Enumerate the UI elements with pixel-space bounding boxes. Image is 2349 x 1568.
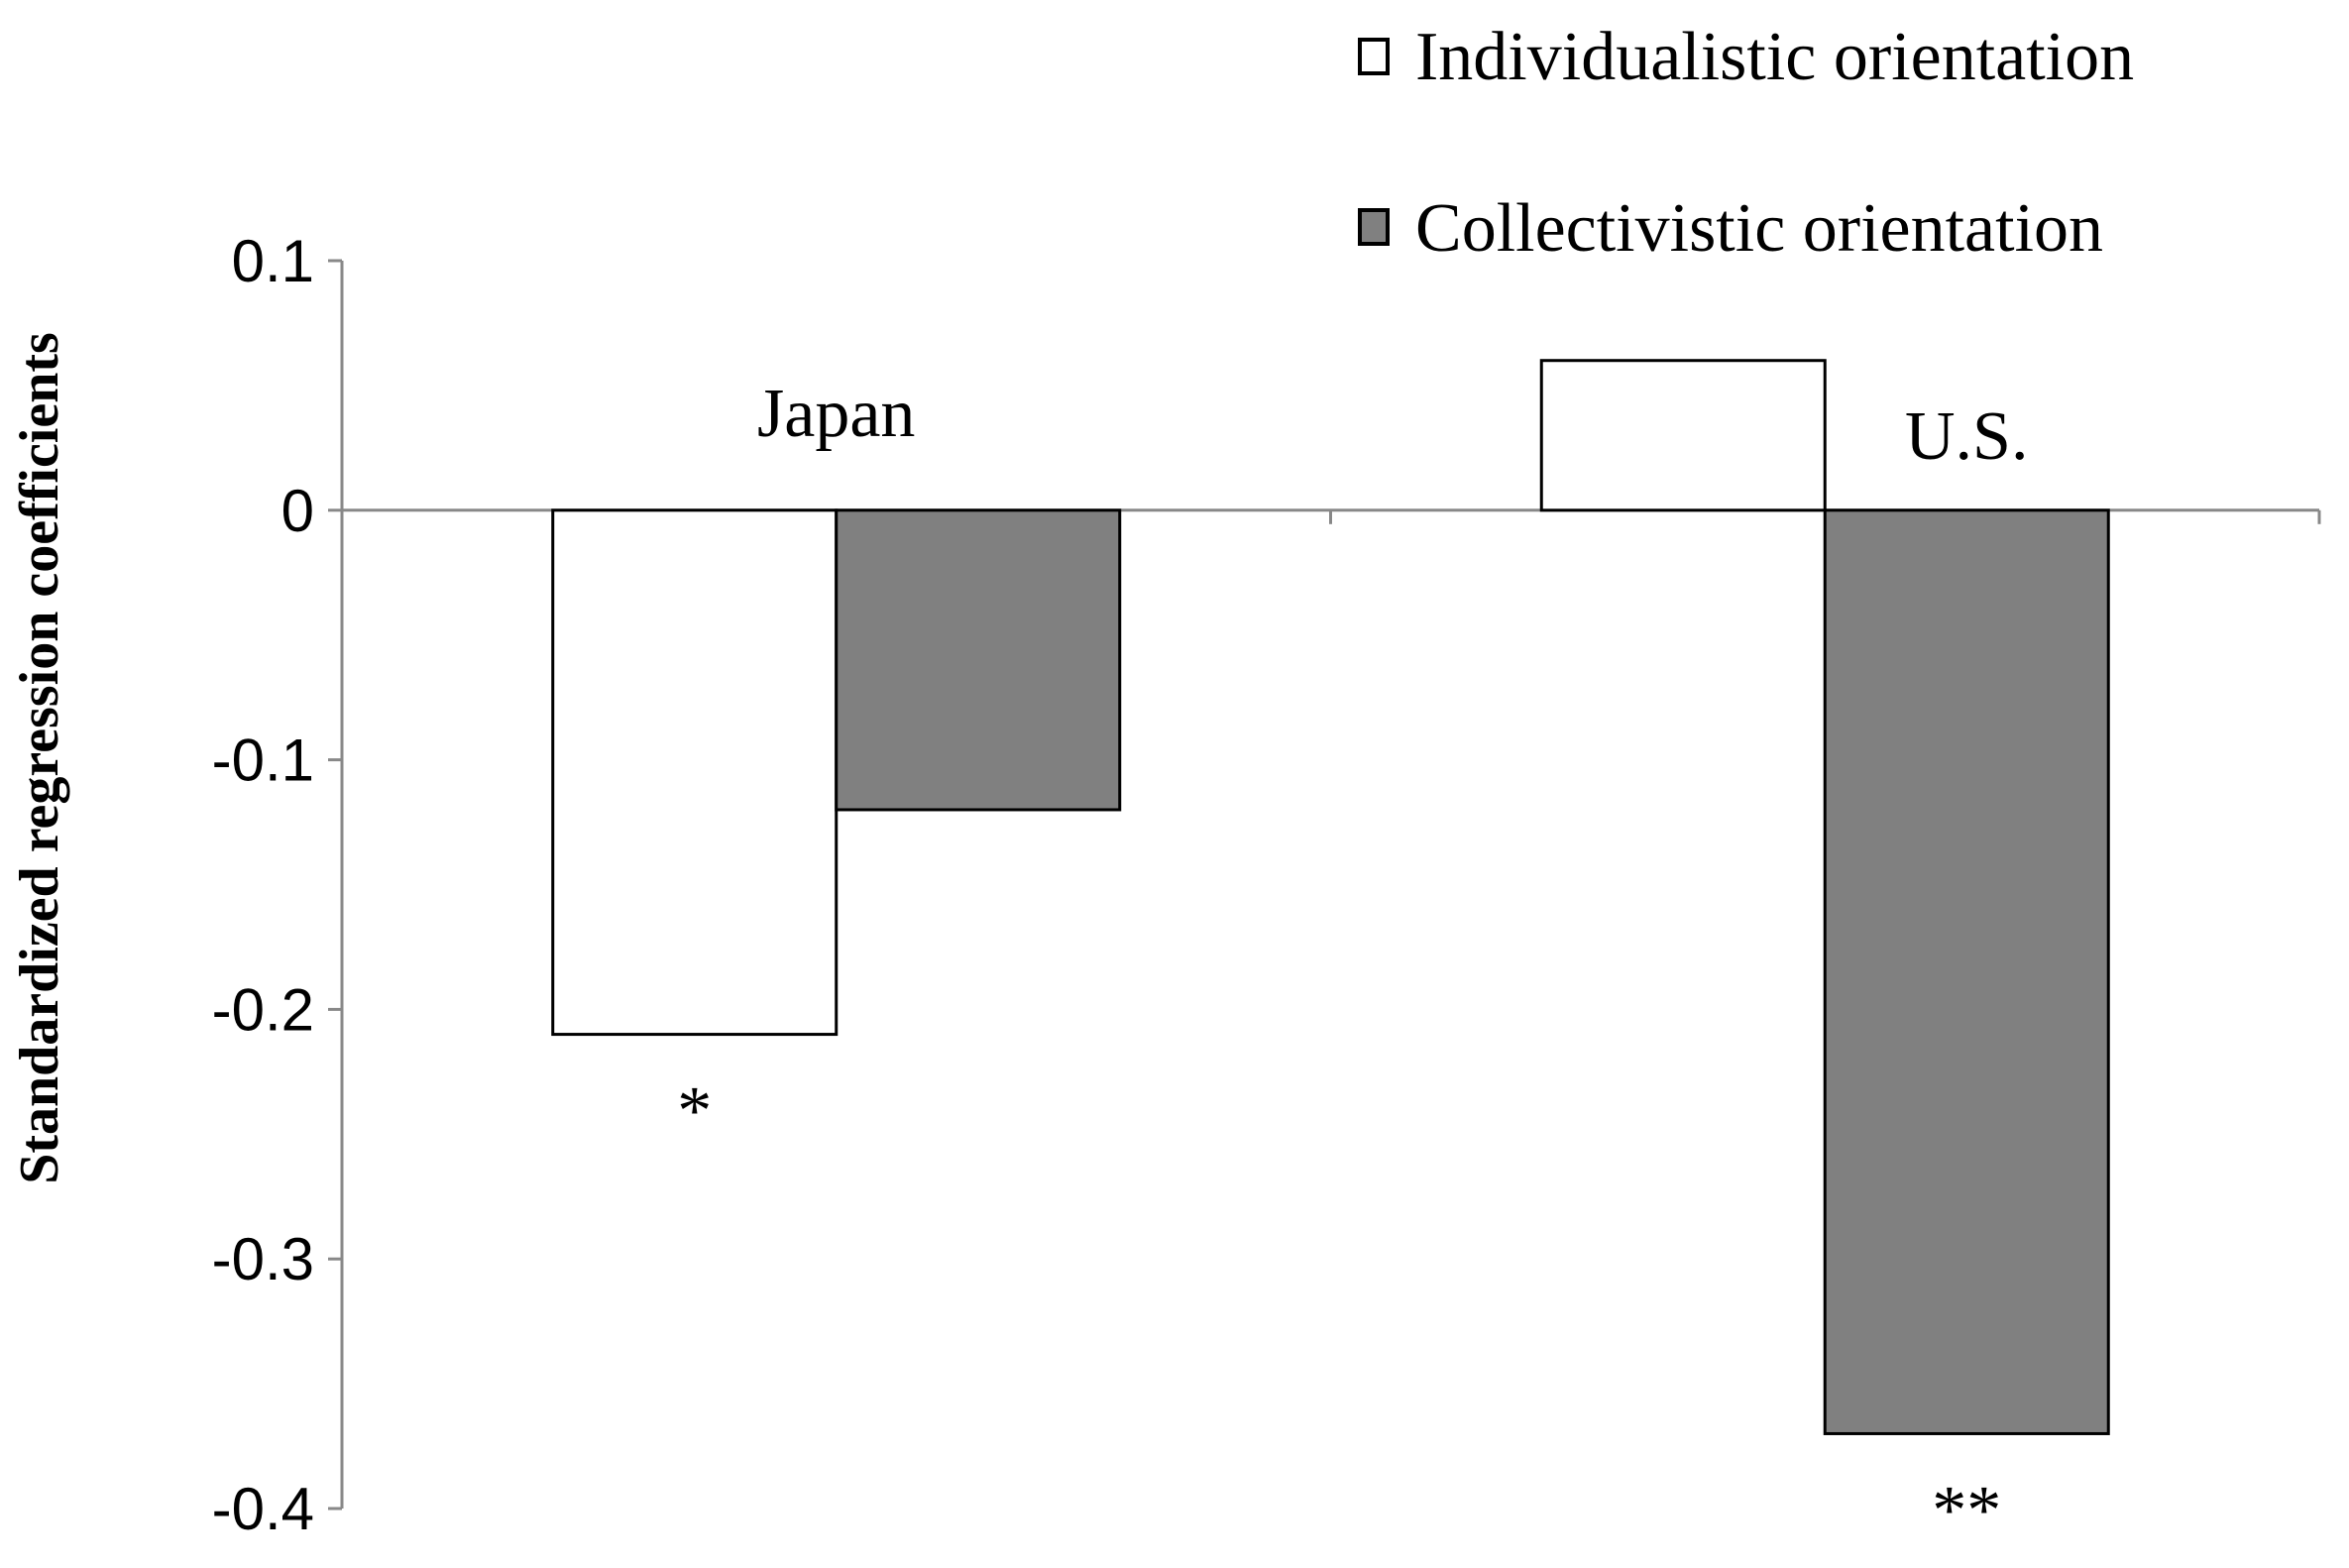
category-label: U.S. [1905,398,2028,475]
legend-swatch-individualistic [1358,38,1390,75]
legend: Individualistic orientation Collectivist… [1358,19,2134,267]
bar-japan-1 [835,508,1122,812]
y-tick-label: -0.1 [212,728,314,794]
y-tick-label: -0.4 [212,1476,314,1542]
bar-us-1 [1823,508,2110,1435]
y-axis-label: Standardized regression coefficients [9,332,70,1184]
y-tick-label: -0.3 [212,1226,314,1292]
legend-label-collectivistic: Collectivistic orientation [1415,190,2103,267]
y-tick-label: 0 [281,478,314,544]
significance-marker: * [677,1073,712,1150]
bar-us-0 [1539,359,1827,512]
bar-japan-0 [551,508,839,1037]
y-tick-label: -0.2 [212,976,314,1043]
y-tick-label: 0.1 [232,228,314,294]
significance-marker: ** [1932,1472,2001,1548]
category-label: Japan [757,376,915,452]
legend-label-individualistic: Individualistic orientation [1415,19,2134,95]
legend-swatch-collectivistic [1358,208,1390,246]
